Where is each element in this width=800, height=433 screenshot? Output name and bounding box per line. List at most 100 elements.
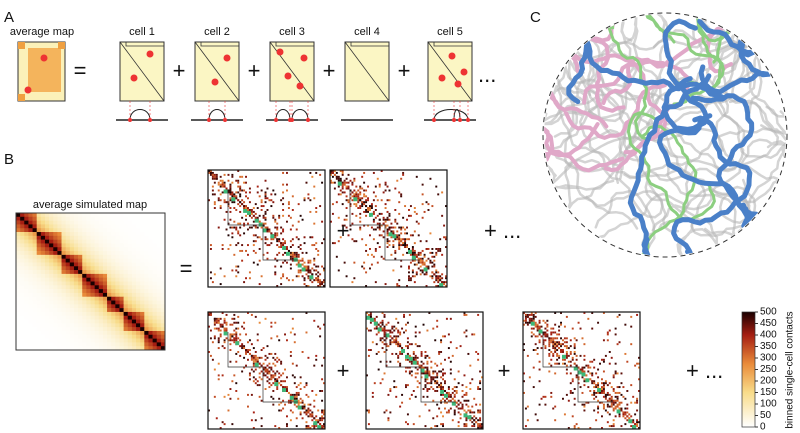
heat-cell: [32, 266, 37, 271]
contact: [451, 388, 454, 390]
contact: [262, 205, 265, 208]
contact: [315, 277, 318, 280]
domain-line: [227, 332, 298, 403]
heat-cell: [20, 311, 25, 317]
heat-cell: [111, 311, 116, 317]
contact: [612, 419, 615, 422]
colorbar-tick-label: 500: [760, 307, 777, 318]
heat-cell: [156, 281, 162, 286]
anchor: [432, 118, 436, 122]
contact: [567, 360, 570, 363]
contact: [323, 323, 325, 326]
contact: [260, 399, 263, 402]
contact: [439, 248, 442, 250]
heat-cell: [16, 232, 21, 237]
contact: [601, 386, 603, 389]
heat-cell: [123, 292, 129, 298]
contact: [386, 234, 389, 237]
contact: [406, 226, 408, 229]
contact: [443, 283, 446, 286]
contact: [256, 333, 259, 336]
heat-cell: [49, 213, 54, 218]
contact: [548, 341, 551, 344]
heat-cell: [107, 235, 112, 240]
contact: [231, 380, 234, 383]
heat-cell: [32, 338, 37, 343]
contact: [317, 419, 320, 422]
heat-cell: [90, 216, 95, 221]
heat-cell: [107, 330, 112, 336]
contact: [398, 191, 401, 194]
heat-cell: [86, 247, 91, 252]
green-contact: [632, 425, 637, 429]
contact: [223, 339, 226, 342]
contact: [435, 277, 438, 280]
heat-cell: [69, 224, 75, 229]
heat-cell: [98, 338, 104, 343]
heat-cell: [65, 258, 71, 263]
contact: [272, 356, 275, 359]
contact: [542, 343, 545, 346]
contact: [363, 267, 366, 270]
heat-cell: [32, 216, 37, 221]
contact: [630, 343, 633, 346]
heat-cell: [69, 308, 75, 313]
contact: [429, 232, 432, 235]
contact: [229, 191, 232, 194]
heat-cell: [20, 277, 25, 282]
contact: [321, 281, 324, 284]
heat-cell: [160, 311, 166, 317]
contact: [299, 271, 302, 274]
plus: +: [398, 58, 411, 83]
heat-cell: [131, 308, 137, 313]
contact: [620, 425, 623, 428]
contact: [309, 413, 312, 416]
heat-cell: [69, 243, 75, 248]
contact: [597, 386, 600, 389]
heat-cell: [82, 346, 87, 351]
contact: [293, 251, 296, 254]
heat-cell: [36, 308, 42, 313]
contact: [469, 382, 472, 385]
heat-cell: [49, 300, 54, 305]
contact: [554, 347, 557, 350]
heat-cell: [90, 327, 95, 332]
contact: [413, 259, 416, 262]
heat-cell: [127, 330, 133, 336]
heat-cell: [53, 281, 58, 286]
contact: [389, 411, 392, 414]
contact: [373, 382, 376, 385]
contact: [569, 352, 572, 355]
heat-cell: [123, 254, 129, 259]
contact: [560, 349, 562, 351]
heat-cell: [57, 281, 62, 286]
heat-cell: [131, 228, 137, 233]
contact: [235, 226, 238, 229]
contact: [422, 366, 425, 369]
loop: [433, 109, 469, 121]
contact: [453, 378, 456, 381]
contact: [295, 364, 298, 367]
contact: [367, 409, 370, 412]
contact: [223, 275, 226, 278]
contact: [219, 175, 222, 178]
heat-cell: [32, 239, 37, 244]
contact: [425, 259, 428, 262]
contact: [550, 333, 553, 336]
contact: [624, 423, 627, 426]
contact: [299, 397, 302, 400]
contact: [221, 191, 224, 194]
contact: [384, 218, 387, 221]
contact: [266, 244, 269, 247]
contact: [268, 352, 271, 355]
heat-cell: [78, 296, 83, 301]
contact: [573, 352, 576, 355]
contact: [620, 407, 623, 410]
contact: [221, 323, 224, 326]
heat-cell: [119, 289, 124, 294]
chromatin-fiber: [566, 37, 725, 105]
heat-cell: [123, 243, 129, 248]
contact: [311, 413, 314, 416]
heat-cell: [53, 346, 58, 351]
contact: [383, 325, 386, 328]
